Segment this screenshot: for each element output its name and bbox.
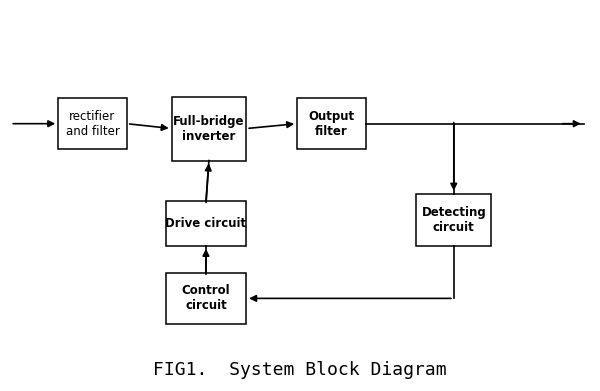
Text: Control
circuit: Control circuit	[182, 284, 230, 312]
Text: FIG1.  System Block Diagram: FIG1. System Block Diagram	[153, 361, 447, 379]
FancyBboxPatch shape	[166, 201, 246, 246]
FancyBboxPatch shape	[297, 99, 365, 149]
Text: Drive circuit: Drive circuit	[166, 217, 247, 230]
Text: rectifier
and filter: rectifier and filter	[65, 110, 119, 138]
Text: Full-bridge
inverter: Full-bridge inverter	[173, 115, 245, 143]
FancyBboxPatch shape	[172, 97, 246, 161]
Text: Output
filter: Output filter	[308, 110, 355, 138]
FancyBboxPatch shape	[58, 99, 127, 149]
FancyBboxPatch shape	[416, 194, 491, 246]
FancyBboxPatch shape	[166, 273, 246, 324]
Text: Detecting
circuit: Detecting circuit	[421, 206, 486, 234]
